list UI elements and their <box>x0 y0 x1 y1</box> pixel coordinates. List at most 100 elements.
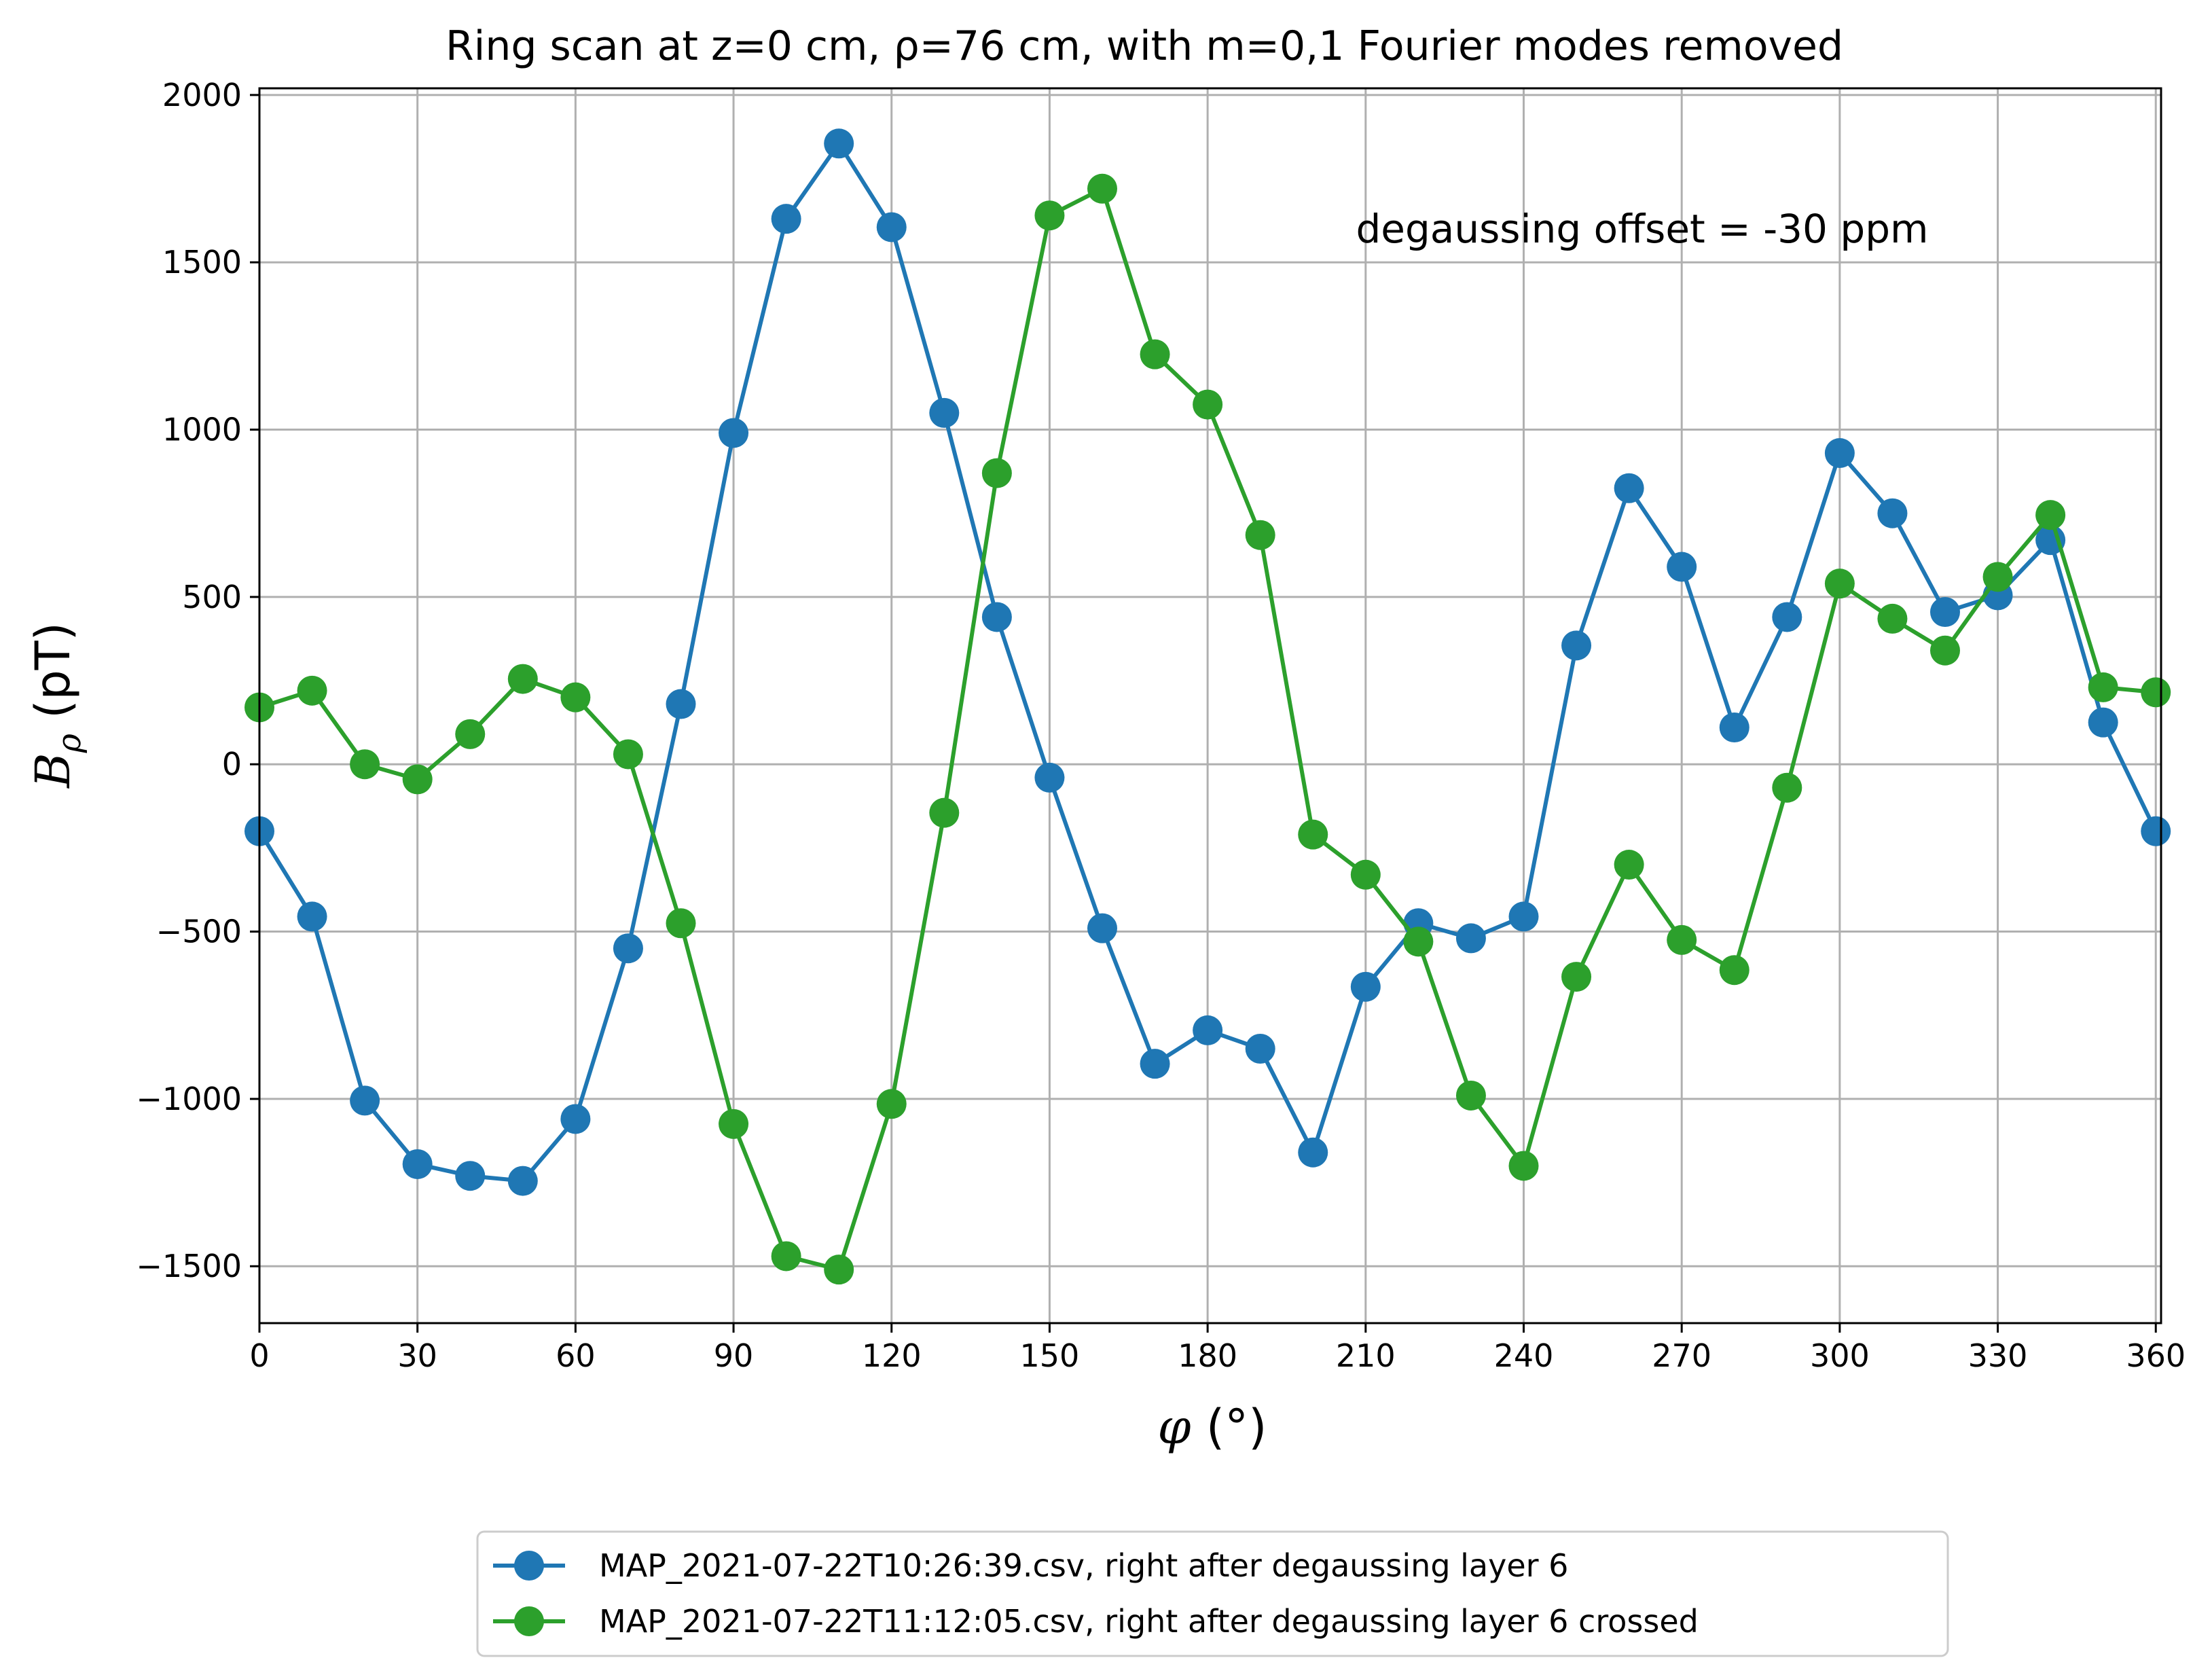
data-point-1-230 <box>1455 923 1486 954</box>
y-tick-label-1000: 1000 <box>162 412 242 448</box>
data-point-1-10 <box>297 901 327 932</box>
data-point-1-160 <box>1087 913 1117 943</box>
x-tick-label-120: 120 <box>862 1337 922 1374</box>
data-point-1-310 <box>1877 498 1908 528</box>
y-tick-label--1500: −1500 <box>136 1248 242 1284</box>
data-point-2-120 <box>876 1089 907 1119</box>
data-point-1-110 <box>824 128 854 159</box>
data-point-2-10 <box>297 675 327 706</box>
data-point-1-200 <box>1298 1137 1328 1168</box>
data-point-2-200 <box>1298 819 1328 850</box>
data-point-2-70 <box>613 739 643 770</box>
data-point-2-150 <box>1034 200 1065 231</box>
data-point-2-110 <box>824 1255 854 1285</box>
x-tick-label-150: 150 <box>1020 1337 1080 1374</box>
data-point-1-320 <box>1929 597 1960 628</box>
data-point-1-70 <box>613 933 643 964</box>
data-point-2-180 <box>1193 389 1223 420</box>
series-2 <box>244 173 2171 1285</box>
data-point-2-310 <box>1877 603 1908 634</box>
data-point-1-300 <box>1824 438 1855 469</box>
x-axis: 0 30 60 90 120 150 180 210 240 270 300 330 360 <box>249 1323 2186 1374</box>
legend-entry-1: MAP_2021-07-22T10:26:39.csv, right after… <box>493 1547 1568 1584</box>
data-point-1-290 <box>1772 602 1802 632</box>
legend-entry-2: MAP_2021-07-22T11:12:05.csv, right after… <box>493 1603 1699 1640</box>
data-point-2-250 <box>1561 962 1592 992</box>
grid <box>258 88 2161 1323</box>
data-point-1-170 <box>1140 1049 1170 1079</box>
y-tick-label-2000: 2000 <box>162 77 242 113</box>
y-axis: −1500 −1000 −500 0 500 1000 1500 2000 <box>136 77 259 1284</box>
data-point-1-210 <box>1350 971 1381 1002</box>
data-point-1-100 <box>771 204 801 234</box>
legend-box <box>476 1530 1949 1657</box>
data-point-1-30 <box>402 1149 433 1179</box>
data-point-2-300 <box>1824 569 1855 599</box>
data-point-1-80 <box>666 689 696 719</box>
data-point-2-320 <box>1929 635 1960 666</box>
x-tick-label-240: 240 <box>1494 1337 1554 1374</box>
data-point-1-270 <box>1667 552 1697 582</box>
x-tick-label-270: 270 <box>1652 1337 1711 1374</box>
y-axis-label: Bρ (pT) <box>25 622 88 789</box>
data-point-2-330 <box>1982 562 2013 592</box>
x-axis-label: φ (°) <box>1158 1399 1267 1455</box>
data-point-2-230 <box>1455 1080 1486 1111</box>
data-point-2-80 <box>666 908 696 939</box>
x-tick-label-300: 300 <box>1810 1337 1870 1374</box>
data-point-2-160 <box>1087 173 1117 204</box>
data-point-2-90 <box>719 1108 749 1139</box>
x-tick-label-180: 180 <box>1178 1337 1237 1374</box>
data-point-1-150 <box>1034 762 1065 793</box>
data-point-1-360 <box>2141 816 2171 846</box>
series-layer <box>244 128 2171 1285</box>
data-point-2-190 <box>1245 520 1275 550</box>
data-point-2-280 <box>1719 955 1749 986</box>
data-point-2-220 <box>1403 926 1434 957</box>
legend-marker-2 <box>514 1606 544 1636</box>
data-point-2-60 <box>560 682 591 713</box>
data-point-2-260 <box>1614 850 1644 880</box>
y-tick-label--500: −500 <box>156 914 242 950</box>
data-point-1-130 <box>929 397 960 428</box>
data-point-2-50 <box>507 664 538 694</box>
data-point-2-350 <box>2088 672 2118 702</box>
data-point-1-250 <box>1561 630 1592 661</box>
data-point-1-190 <box>1245 1034 1275 1064</box>
data-point-1-280 <box>1719 713 1749 743</box>
legend-marker-1 <box>514 1551 544 1581</box>
x-tick-label-210: 210 <box>1336 1337 1396 1374</box>
data-point-1-180 <box>1193 1015 1223 1045</box>
data-point-1-350 <box>2088 707 2118 738</box>
data-point-2-130 <box>929 797 960 828</box>
data-point-2-270 <box>1667 924 1697 955</box>
data-point-1-120 <box>876 212 907 242</box>
x-tick-label-330: 330 <box>1968 1337 2028 1374</box>
data-point-1-140 <box>981 602 1012 632</box>
x-tick-label-30: 30 <box>397 1337 437 1374</box>
plot-frame <box>258 87 2162 1324</box>
x-tick-label-360: 360 <box>2126 1337 2186 1374</box>
legend-label-1: MAP_2021-07-22T10:26:39.csv, right after… <box>599 1547 1568 1584</box>
data-point-2-240 <box>1508 1151 1539 1181</box>
y-tick-label--1000: −1000 <box>136 1081 242 1117</box>
x-tick-label-60: 60 <box>556 1337 596 1374</box>
data-point-2-30 <box>402 764 433 795</box>
y-tick-label-500: 500 <box>182 579 242 615</box>
chart-title: Ring scan at z=0 cm, ρ=76 cm, with m=0,1… <box>446 22 1843 70</box>
data-point-1-40 <box>455 1161 486 1191</box>
data-point-2-210 <box>1350 859 1381 890</box>
data-point-2-140 <box>981 458 1012 488</box>
data-point-1-260 <box>1614 473 1644 503</box>
data-point-2-100 <box>771 1241 801 1272</box>
data-point-2-290 <box>1772 772 1802 803</box>
data-point-2-170 <box>1140 339 1170 369</box>
x-tick-label-90: 90 <box>714 1337 754 1374</box>
x-tick-label-0: 0 <box>249 1337 269 1374</box>
y-tick-label-1500: 1500 <box>162 244 242 281</box>
data-point-2-360 <box>2141 677 2171 708</box>
legend: MAP_2021-07-22T10:26:39.csv, right after… <box>476 1530 1949 1657</box>
data-point-2-40 <box>455 719 486 749</box>
data-point-1-20 <box>350 1085 380 1116</box>
